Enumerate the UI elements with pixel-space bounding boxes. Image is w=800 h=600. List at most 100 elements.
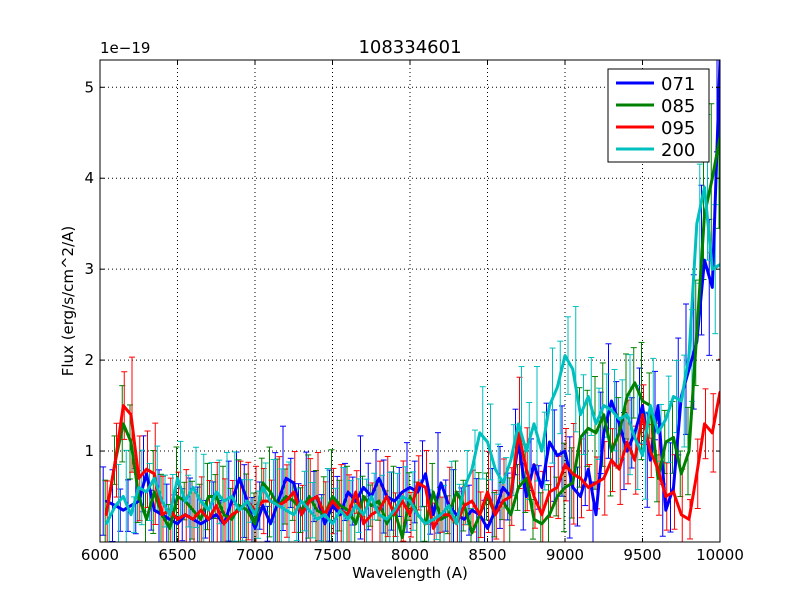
data-point-085 bbox=[455, 490, 458, 494]
data-point-071 bbox=[215, 513, 218, 516]
data-point-200 bbox=[153, 477, 156, 480]
data-point-095 bbox=[105, 513, 108, 516]
data-point-071 bbox=[463, 518, 466, 521]
data-point-085 bbox=[548, 513, 551, 516]
data-point-200 bbox=[393, 508, 396, 512]
data-point-095 bbox=[447, 513, 450, 516]
data-point-095 bbox=[625, 440, 629, 444]
data-point-200 bbox=[277, 504, 280, 507]
data-point-200 bbox=[300, 499, 303, 503]
data-point-071 bbox=[401, 490, 404, 494]
data-point-200 bbox=[594, 422, 598, 425]
data-point-200 bbox=[649, 404, 652, 407]
data-point-071 bbox=[664, 508, 667, 512]
data-point-095 bbox=[478, 513, 481, 516]
data-point-200 bbox=[315, 518, 319, 521]
data-point-200 bbox=[370, 495, 373, 498]
data-point-071 bbox=[587, 468, 590, 471]
data-point-200 bbox=[408, 499, 412, 503]
data-point-095 bbox=[525, 468, 528, 471]
data-point-071 bbox=[525, 495, 528, 498]
data-point-200 bbox=[331, 522, 334, 526]
data-point-200 bbox=[230, 495, 233, 498]
data-point-071 bbox=[486, 527, 489, 530]
legend-label-200: 200 bbox=[661, 140, 695, 161]
data-point-085 bbox=[610, 449, 613, 453]
data-point-200 bbox=[105, 522, 108, 526]
data-point-085 bbox=[401, 536, 404, 539]
data-point-200 bbox=[548, 404, 551, 407]
data-point-200 bbox=[432, 518, 435, 521]
data-point-085 bbox=[556, 495, 559, 498]
data-point-071 bbox=[377, 477, 381, 480]
data-point-095 bbox=[153, 472, 156, 475]
x-tick-label: 8500 bbox=[468, 546, 506, 564]
data-point-095 bbox=[687, 518, 691, 521]
data-point-200 bbox=[680, 399, 683, 403]
data-point-085 bbox=[292, 499, 295, 503]
axis-ticks: 6000 6500 7000 7500 8000 8500 9000 9500 10000 1 2 3… bbox=[81, 60, 744, 564]
data-point-085 bbox=[269, 490, 272, 494]
data-point-200 bbox=[176, 477, 179, 480]
data-point-085 bbox=[695, 331, 698, 335]
data-point-095 bbox=[711, 431, 714, 435]
y-tick-label: 4 bbox=[84, 169, 94, 187]
data-point-071 bbox=[556, 454, 559, 457]
data-point-085 bbox=[470, 531, 474, 535]
data-point-071 bbox=[269, 522, 272, 526]
data-point-095 bbox=[548, 490, 551, 494]
data-point-200 bbox=[191, 486, 195, 489]
data-point-200 bbox=[215, 490, 218, 494]
data-point-200 bbox=[238, 508, 241, 512]
data-point-085 bbox=[122, 422, 125, 425]
data-point-071 bbox=[548, 440, 551, 444]
data-point-071 bbox=[153, 508, 156, 512]
data-point-071 bbox=[408, 486, 412, 489]
data-point-085 bbox=[261, 481, 264, 485]
data-point-085 bbox=[594, 431, 598, 435]
data-point-085 bbox=[354, 522, 357, 526]
data-point-095 bbox=[191, 518, 195, 521]
y-axis-label: Flux (erg/s/cm^2/A) bbox=[59, 226, 77, 377]
data-point-085 bbox=[385, 522, 388, 526]
data-point-200 bbox=[416, 513, 419, 516]
data-point-071 bbox=[253, 527, 257, 530]
data-point-085 bbox=[509, 513, 512, 516]
data-point-200 bbox=[633, 436, 636, 439]
data-point-085 bbox=[191, 508, 195, 512]
data-point-095 bbox=[385, 495, 388, 498]
data-point-200 bbox=[122, 495, 125, 498]
data-point-085 bbox=[571, 481, 574, 485]
y-offset-label: 1e−19 bbox=[100, 39, 150, 57]
data-point-085 bbox=[540, 522, 543, 526]
data-point-095 bbox=[470, 499, 474, 503]
data-point-071 bbox=[432, 513, 435, 516]
data-point-200 bbox=[711, 267, 714, 271]
data-point-200 bbox=[253, 513, 257, 516]
data-point-200 bbox=[129, 513, 133, 516]
data-point-071 bbox=[656, 404, 660, 407]
data-point-095 bbox=[602, 477, 605, 480]
y-tick-label: 1 bbox=[84, 442, 94, 460]
data-point-095 bbox=[114, 458, 117, 462]
data-point-095 bbox=[308, 499, 311, 503]
series-lines bbox=[104, 60, 720, 539]
data-point-200 bbox=[587, 395, 590, 398]
data-point-085 bbox=[129, 440, 133, 444]
x-tick-label: 8000 bbox=[391, 546, 429, 564]
data-point-071 bbox=[594, 513, 598, 516]
data-point-095 bbox=[408, 513, 412, 516]
data-point-071 bbox=[532, 463, 536, 466]
data-point-200 bbox=[525, 449, 528, 453]
data-point-200 bbox=[424, 522, 427, 526]
data-point-071 bbox=[362, 486, 365, 489]
data-point-071 bbox=[122, 508, 125, 512]
data-point-085 bbox=[680, 472, 683, 475]
data-point-085 bbox=[563, 486, 567, 489]
data-point-071 bbox=[540, 486, 543, 489]
x-tick-label: 10000 bbox=[696, 546, 744, 564]
y-tick-label: 5 bbox=[84, 78, 94, 96]
series-line-095 bbox=[104, 391, 720, 530]
data-point-085 bbox=[308, 495, 311, 498]
